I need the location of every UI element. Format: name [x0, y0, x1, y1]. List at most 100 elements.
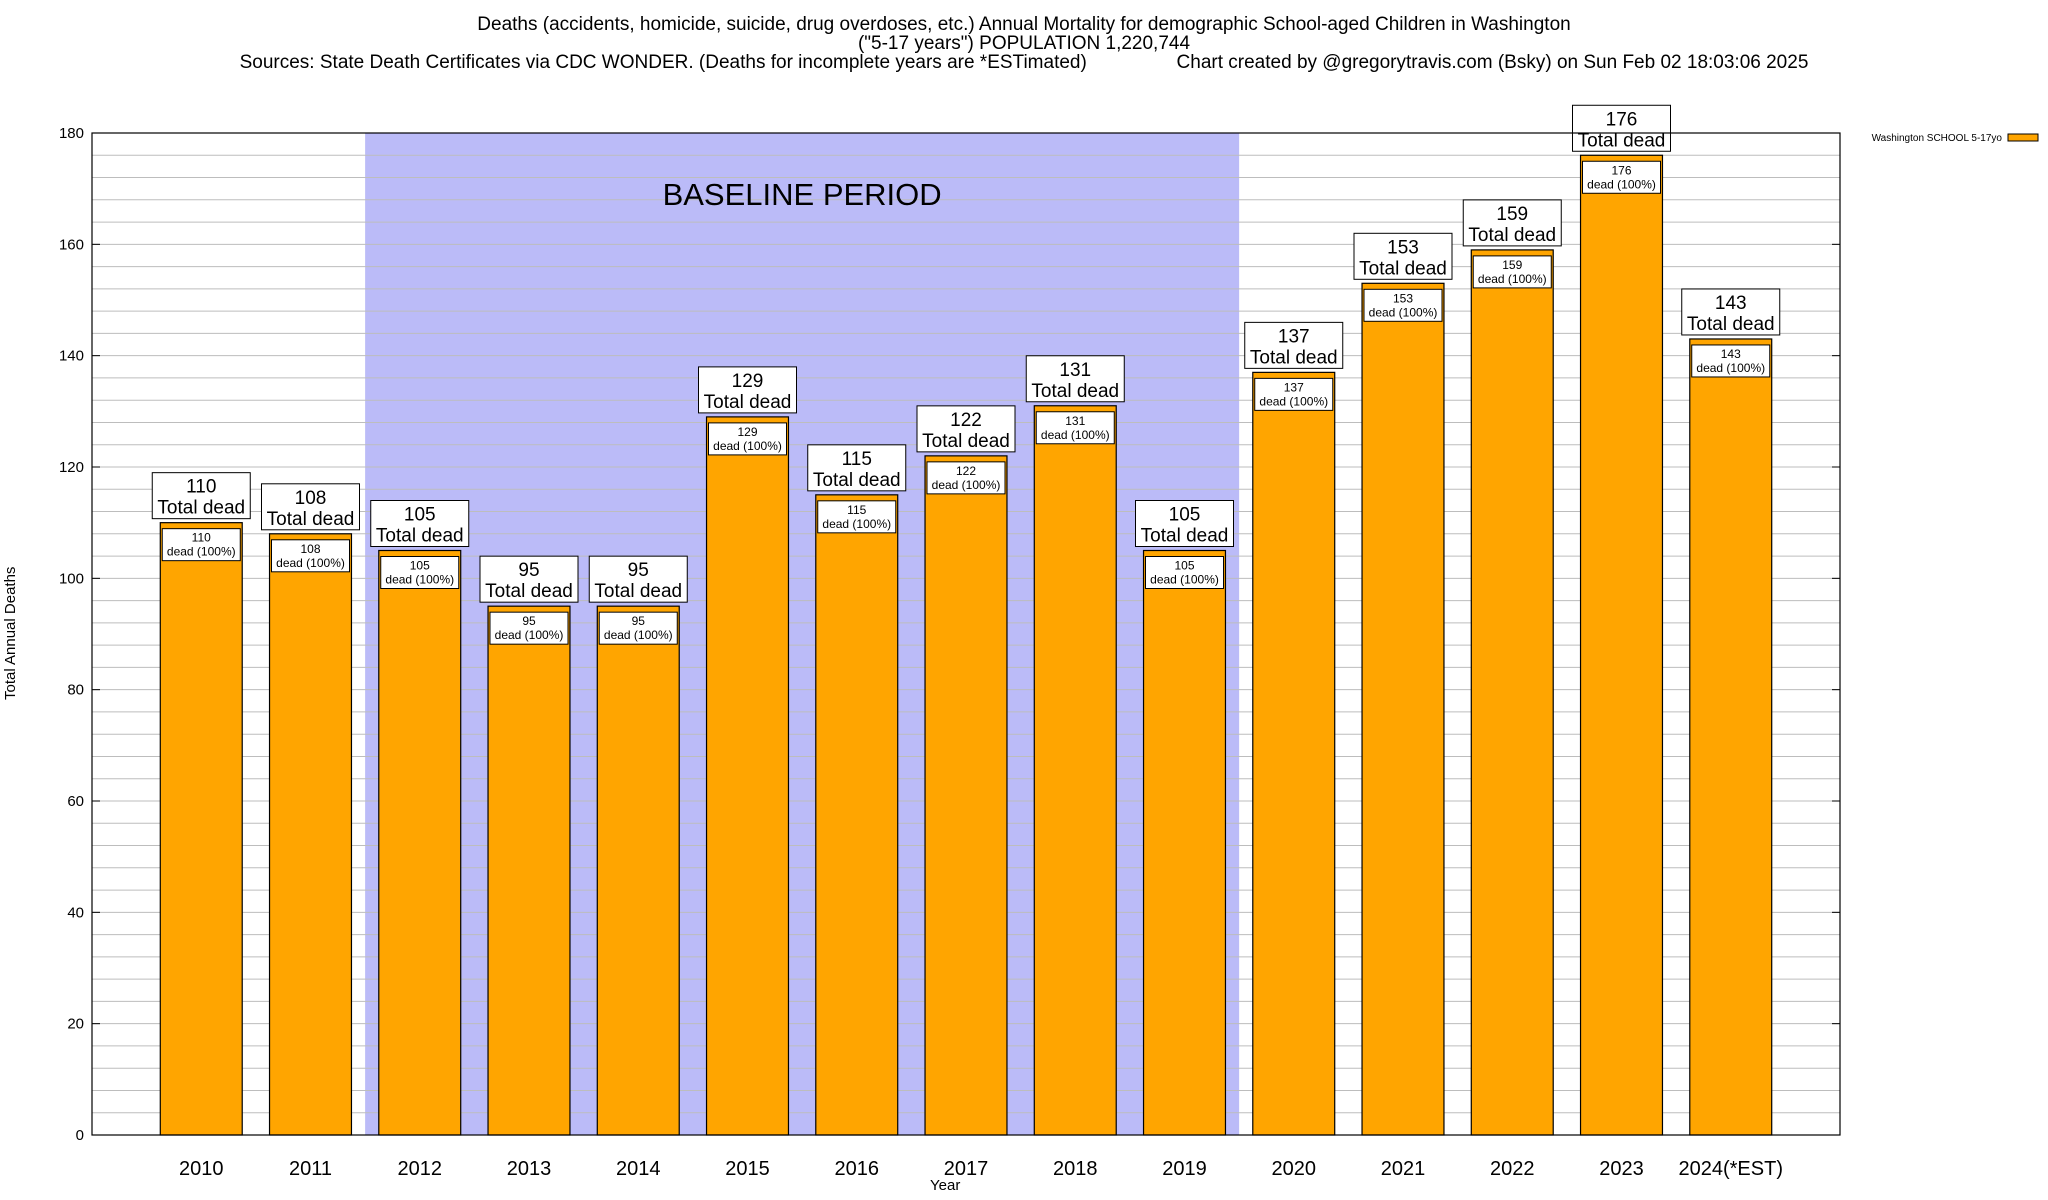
x-tick-label: 2011 — [289, 1158, 332, 1180]
bar-total-value-label: 176 — [1606, 109, 1638, 130]
bar-total-label-box — [151, 472, 251, 520]
legend-label: Washington SCHOOL 5-17yo — [1872, 133, 2003, 144]
y-tick-label: 60 — [67, 793, 84, 810]
bar-inner-label-box — [598, 611, 678, 645]
bar-total-value-label: 105 — [404, 505, 436, 526]
bar-inner-value-label: 110 — [192, 531, 211, 545]
bar — [1470, 249, 1554, 1136]
bar-inner-value-label: 122 — [956, 464, 976, 478]
bar-total-text-label: Total dead — [813, 470, 901, 491]
bar-total-text-label: Total dead — [376, 526, 464, 547]
x-tick-label: 2016 — [835, 1158, 880, 1180]
chart-title: Deaths (accidents, homicide, suicide, dr… — [477, 14, 1571, 35]
bar-inner-label-box — [271, 539, 350, 573]
bar-inner-value-label: 105 — [410, 559, 430, 573]
y-tick-label: 80 — [67, 682, 84, 699]
bar-inner-value-label: 108 — [300, 542, 320, 556]
bar — [815, 494, 899, 1136]
bar-total-label-box — [1025, 355, 1125, 403]
bar-total-text-label: Total dead — [1578, 130, 1666, 151]
bar-inner-percent-label: dead (100%) — [604, 628, 673, 642]
bar-inner-percent-label: dead (100%) — [822, 517, 891, 531]
bar-total-text-label: Total dead — [704, 392, 792, 413]
bar-total-text-label: Total dead — [1468, 225, 1556, 246]
bar-total-label-box — [588, 555, 688, 603]
bar-total-label-box — [698, 366, 797, 414]
bar-inner-label-box — [1254, 377, 1334, 411]
bar-inner-percent-label: dead (100%) — [385, 573, 454, 587]
bar-total-text-label: Total dead — [1141, 526, 1229, 547]
bar-total-value-label: 115 — [842, 449, 872, 470]
x-tick-label: 2014 — [616, 1158, 661, 1180]
bar-total-value-label: 129 — [732, 371, 764, 392]
bar-inner-percent-label: dead (100%) — [1369, 305, 1438, 319]
bar-inner-percent-label: dead (100%) — [1150, 573, 1219, 587]
bar-inner-label-box — [817, 500, 897, 534]
x-tick-label: 2013 — [507, 1158, 552, 1180]
bar-inner-value-label: 131 — [1065, 414, 1085, 428]
bar-total-label-box — [1244, 321, 1344, 369]
bar-inner-percent-label: dead (100%) — [1587, 177, 1656, 191]
bar — [487, 605, 571, 1136]
bar-total-text-label: Total dead — [157, 498, 245, 519]
bar — [1579, 154, 1664, 1136]
bar-total-label-box — [1462, 199, 1562, 247]
bar-inner-value-label: 129 — [737, 425, 757, 439]
bar-total-text-label: Total dead — [1687, 314, 1775, 335]
x-axis-label: Year — [930, 1177, 961, 1194]
y-tick-label: 120 — [59, 459, 84, 476]
bar-total-value-label: 143 — [1715, 293, 1747, 314]
bar-total-value-label: 131 — [1059, 360, 1091, 381]
bar-inner-value-label: 153 — [1393, 291, 1413, 305]
x-tick-label: 2012 — [398, 1158, 443, 1180]
bar-inner-percent-label: dead (100%) — [1259, 394, 1328, 408]
bar — [1142, 549, 1227, 1136]
bar-total-value-label: 159 — [1496, 204, 1528, 225]
bar-total-text-label: Total dead — [594, 581, 682, 602]
plot-frame — [91, 132, 1841, 1136]
bar — [596, 605, 680, 1136]
bar-total-label-box — [1135, 500, 1234, 547]
y-tick-label: 100 — [59, 570, 84, 587]
x-tick-label: 2017 — [944, 1158, 989, 1180]
x-tick-label: 2023 — [1599, 1158, 1644, 1180]
bar-inner-value-label: 143 — [1721, 347, 1741, 361]
bar-inner-label-box — [926, 461, 1006, 495]
bar-inner-label-box — [380, 556, 460, 589]
bar-total-value-label: 95 — [628, 560, 649, 581]
bar-total-value-label: 108 — [295, 488, 327, 509]
bar-inner-value-label: 115 — [847, 503, 866, 517]
bar — [1689, 338, 1773, 1136]
bar-inner-value-label: 105 — [1174, 559, 1194, 573]
bar-total-label-box — [261, 483, 360, 531]
bar-inner-label-box — [1363, 288, 1443, 322]
bar-total-value-label: 95 — [518, 560, 539, 581]
bar-total-text-label: Total dead — [922, 431, 1010, 452]
bar — [159, 522, 243, 1136]
x-tick-label: 2019 — [1162, 1158, 1207, 1180]
bar-inner-label-box — [1582, 160, 1661, 194]
bar-inner-percent-label: dead (100%) — [713, 439, 782, 453]
bar-total-value-label: 110 — [186, 477, 216, 498]
x-tick-label: 2021 — [1381, 1158, 1426, 1180]
bar-total-label-box — [1572, 104, 1671, 152]
bar — [705, 416, 790, 1136]
bar-inner-percent-label: dead (100%) — [495, 628, 564, 642]
bar-inner-label-box — [161, 528, 241, 562]
chart-subtitle: ("5-17 years") POPULATION 1,220,744 — [857, 33, 1191, 54]
y-tick-label: 40 — [67, 904, 84, 921]
bar-inner-value-label: 95 — [522, 614, 536, 628]
bar-total-text-label: Total dead — [1359, 258, 1447, 279]
y-tick-label: 140 — [59, 348, 84, 365]
bar-inner-label-box — [708, 422, 787, 456]
bar-inner-label-box — [1691, 344, 1771, 378]
bar-total-value-label: 105 — [1169, 505, 1201, 526]
y-axis-label: Total Annual Deaths — [2, 566, 19, 700]
bar-total-label-box — [916, 405, 1016, 453]
bar-inner-percent-label: dead (100%) — [1478, 272, 1547, 286]
x-tick-label: 2022 — [1490, 1158, 1535, 1180]
bar-total-text-label: Total dead — [1250, 347, 1338, 368]
bar-inner-value-label: 159 — [1502, 258, 1522, 272]
x-tick-label: 2020 — [1272, 1158, 1317, 1180]
